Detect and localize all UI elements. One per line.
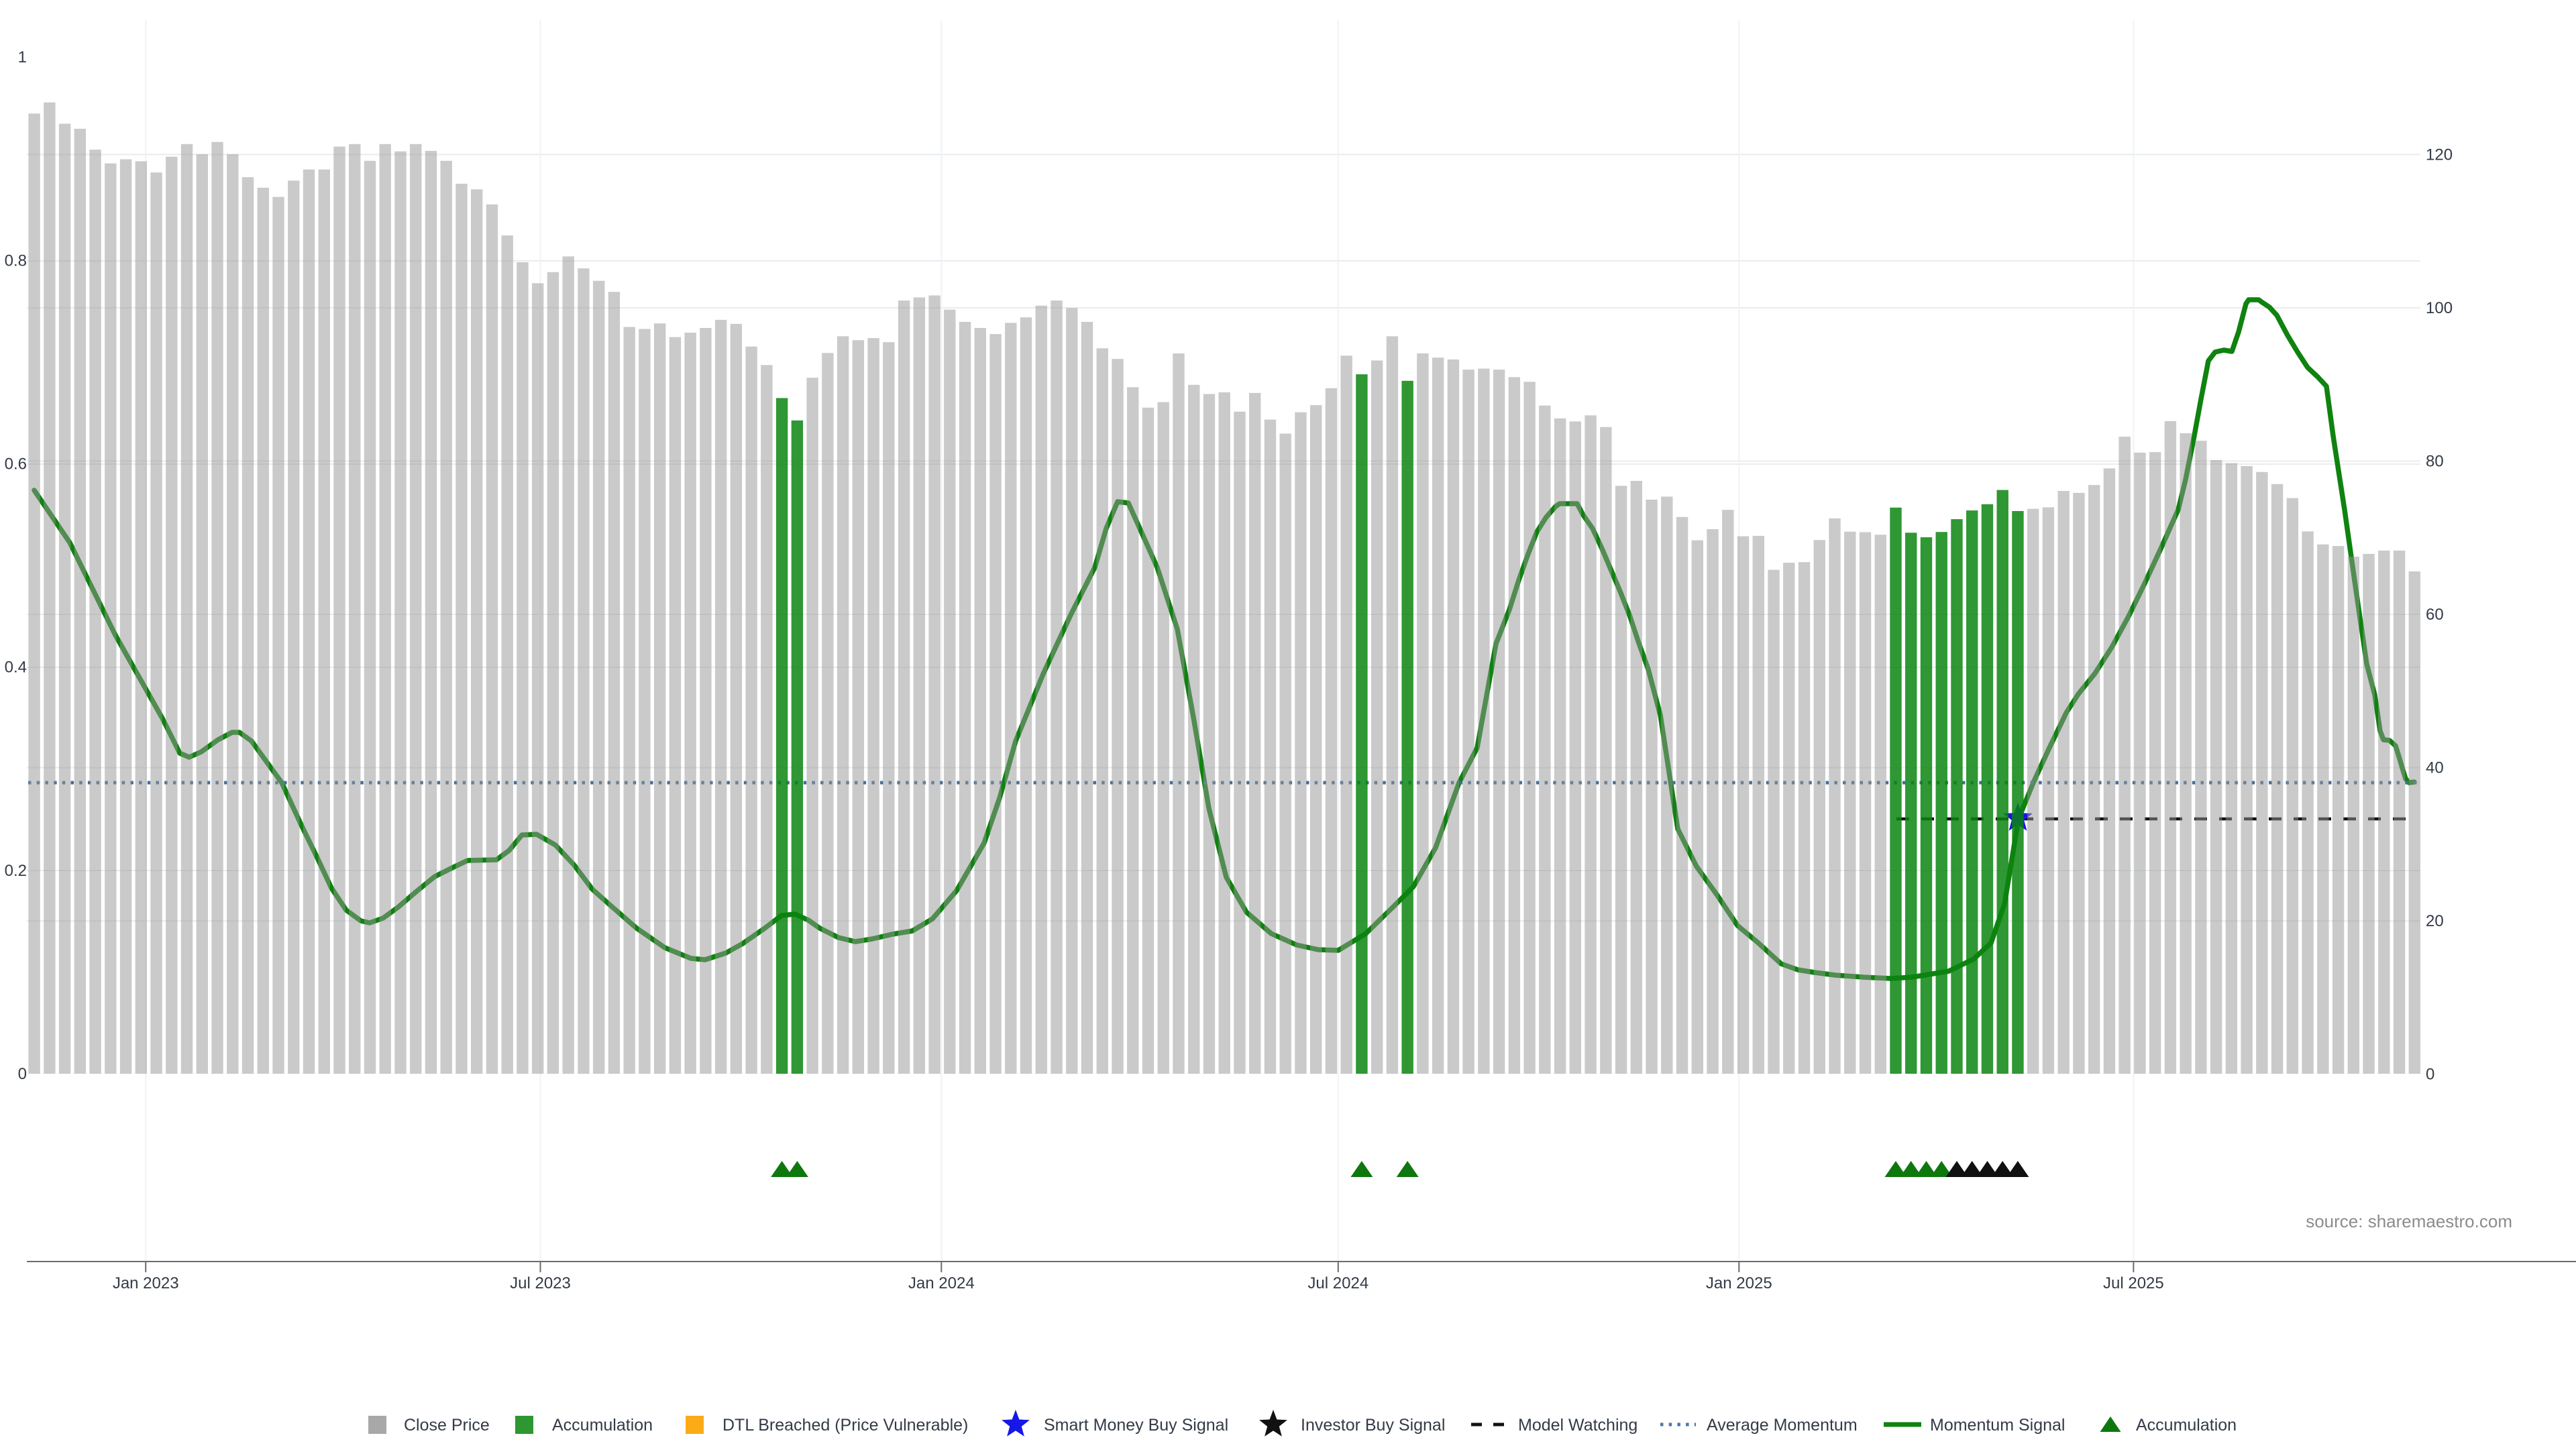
svg-text:0: 0 [2426,1066,2434,1084]
svg-text:Smart Money Buy Signal: Smart Money Buy Signal [1044,1416,1228,1435]
svg-text:80: 80 [2426,453,2444,471]
svg-text:120: 120 [2426,146,2453,164]
svg-text:Jul 2024: Jul 2024 [1307,1274,1368,1292]
svg-text:20: 20 [2426,912,2444,930]
svg-text:Jul 2025: Jul 2025 [2103,1274,2164,1292]
svg-text:Jan 2024: Jan 2024 [908,1274,975,1292]
svg-text:Jan 2025: Jan 2025 [1706,1274,1772,1292]
svg-text:Accumulation: Accumulation [2136,1416,2237,1435]
svg-text:Close Price: Close Price [404,1416,490,1435]
svg-text:0.2: 0.2 [5,862,27,880]
svg-text:Accumulation: Accumulation [552,1416,653,1435]
svg-text:Investor Buy Signal: Investor Buy Signal [1301,1416,1445,1435]
svg-text:Jul 2023: Jul 2023 [510,1274,571,1292]
svg-text:40: 40 [2426,759,2444,777]
svg-text:DTL Breached (Price Vulnerable: DTL Breached (Price Vulnerable) [722,1416,968,1435]
svg-text:Average Momentum: Average Momentum [1707,1416,1858,1435]
svg-text:60: 60 [2426,606,2444,624]
svg-text:source: sharemaestro.com: source: sharemaestro.com [2306,1211,2512,1231]
svg-text:0.6: 0.6 [5,455,27,473]
svg-text:Model Watching: Model Watching [1518,1416,1638,1435]
svg-text:Momentum Signal: Momentum Signal [1930,1416,2065,1435]
svg-text:0: 0 [18,1065,27,1083]
svg-text:0.8: 0.8 [5,252,27,270]
svg-text:100: 100 [2426,299,2453,317]
svg-text:1: 1 [18,48,27,66]
svg-text:0.4: 0.4 [5,659,27,677]
svg-text:Jan 2023: Jan 2023 [113,1274,179,1292]
